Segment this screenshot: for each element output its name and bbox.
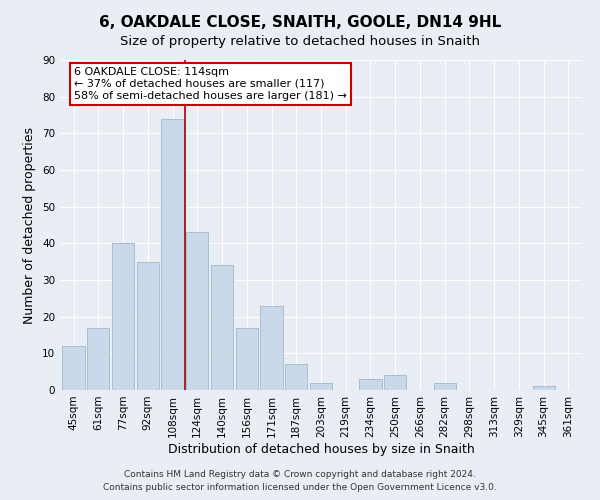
Y-axis label: Number of detached properties: Number of detached properties: [23, 126, 37, 324]
Bar: [236, 328, 258, 390]
Bar: [87, 328, 109, 390]
Bar: [434, 382, 456, 390]
X-axis label: Distribution of detached houses by size in Snaith: Distribution of detached houses by size …: [167, 442, 475, 456]
Bar: [62, 346, 85, 390]
Bar: [211, 266, 233, 390]
Bar: [384, 376, 406, 390]
Text: 6 OAKDALE CLOSE: 114sqm
← 37% of detached houses are smaller (117)
58% of semi-d: 6 OAKDALE CLOSE: 114sqm ← 37% of detache…: [74, 68, 347, 100]
Bar: [285, 364, 307, 390]
Bar: [310, 382, 332, 390]
Text: Contains HM Land Registry data © Crown copyright and database right 2024.
Contai: Contains HM Land Registry data © Crown c…: [103, 470, 497, 492]
Bar: [137, 262, 159, 390]
Bar: [359, 379, 382, 390]
Bar: [161, 118, 184, 390]
Bar: [533, 386, 555, 390]
Bar: [186, 232, 208, 390]
Bar: [112, 244, 134, 390]
Text: 6, OAKDALE CLOSE, SNAITH, GOOLE, DN14 9HL: 6, OAKDALE CLOSE, SNAITH, GOOLE, DN14 9H…: [99, 15, 501, 30]
Bar: [260, 306, 283, 390]
Text: Size of property relative to detached houses in Snaith: Size of property relative to detached ho…: [120, 35, 480, 48]
